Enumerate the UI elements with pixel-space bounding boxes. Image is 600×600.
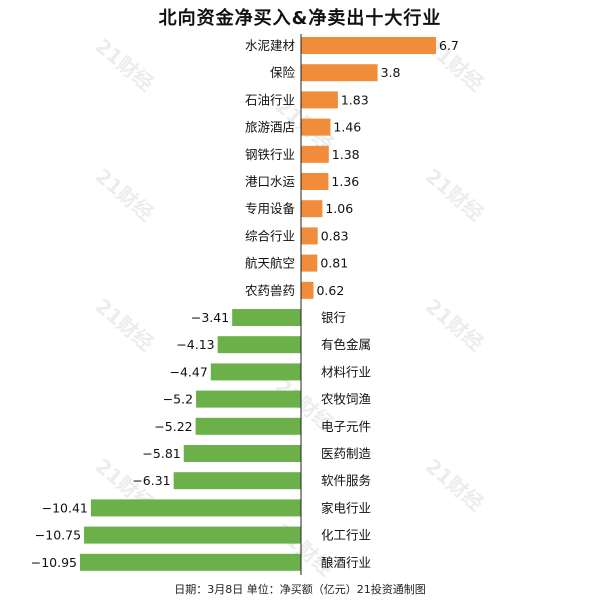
value-label: −3.41 [191,310,229,325]
category-label: 医药制造 [321,446,372,461]
value-label: 0.81 [320,256,348,271]
category-label: 酿酒行业 [321,555,371,570]
category-label: 石油行业 [245,92,295,107]
bar-net-buy [301,64,378,82]
category-label: 钢铁行业 [245,147,295,162]
bar-net-buy [301,37,436,54]
bar-net-sell [217,336,301,354]
category-label: 化工行业 [321,528,371,543]
bar-net-sell [90,499,302,517]
watermark-text: 21财经 [91,294,158,356]
category-label: 电子元件 [321,419,371,434]
category-label: 航天航空 [245,256,295,271]
bar-net-sell [195,417,301,435]
value-label: 6.7 [439,38,459,53]
value-label: 3.8 [381,65,401,80]
category-label: 农药兽药 [245,283,295,298]
category-label: 旅游酒店 [245,120,295,135]
watermark-text: 21财经 [421,164,488,226]
category-label: 有色金属 [321,337,371,352]
value-label: −4.13 [176,337,214,352]
value-label: 0.62 [316,283,344,298]
value-label: −4.47 [169,364,207,379]
bar-net-sell [84,526,301,544]
value-label: 1.38 [332,147,360,162]
value-label: 1.46 [333,120,361,135]
category-label: 保险 [270,65,296,80]
bar-net-buy [301,200,323,218]
chart-title: 北向资金净买入&净卖出十大行业 [158,8,442,29]
bar-net-buy [301,227,318,245]
watermark-text: 21财经 [421,294,488,356]
bar-net-buy [301,173,329,190]
category-label: 家电行业 [321,500,371,515]
category-label: 材料行业 [321,364,371,379]
bar-net-sell [196,390,301,408]
category-label: 专用设备 [245,201,296,216]
value-label: −5.22 [154,419,192,434]
bar-net-buy [301,281,314,299]
bar-net-sell [183,445,301,462]
category-label: 银行 [321,310,346,325]
value-label: 1.06 [325,201,353,216]
value-label: −10.41 [42,500,88,515]
category-label: 港口水运 [245,174,296,189]
value-label: 0.83 [321,228,349,243]
bar-net-buy [301,118,331,136]
labels-layer: 水泥建材 6.7 保险 3.8 石油行业 1.83 旅游酒店 1.46 钢铁行业 1.38 港口水运… [31,38,459,570]
bar-net-sell [173,472,301,490]
value-label: 1.83 [341,92,369,107]
category-label: 水泥建材 [245,38,295,53]
bar-net-buy [301,91,338,109]
bar-net-sell [80,553,301,571]
bar-net-sell [232,309,301,326]
bar-net-buy [301,254,318,272]
watermark-text: 21财经 [91,34,158,96]
bar-net-sell [210,363,301,381]
category-label: 综合行业 [245,228,295,243]
value-label: −5.81 [142,446,180,461]
category-label: 软件服务 [321,473,371,488]
bar-net-buy [301,145,329,163]
value-label: −10.95 [31,555,77,570]
chart-footer: 日期：3月8日 单位：净买额（亿元）21投资通制图 [174,583,426,596]
watermark-text: 21财经 [91,164,158,226]
value-label: 1.36 [331,174,359,189]
bars-layer [80,37,436,571]
value-label: −10.75 [35,528,81,543]
watermark-text: 21财经 [421,454,488,516]
value-label: −5.2 [163,392,193,407]
category-label: 农牧饲渔 [321,392,371,407]
value-label: −6.31 [132,473,170,488]
